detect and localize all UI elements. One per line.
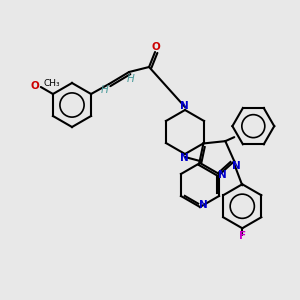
Text: O: O <box>30 81 39 91</box>
Text: N: N <box>180 101 188 111</box>
Text: N: N <box>218 170 226 180</box>
Text: N: N <box>232 161 241 171</box>
Text: N: N <box>180 153 188 163</box>
Text: H: H <box>101 85 109 95</box>
Text: H: H <box>127 74 135 84</box>
Text: N: N <box>199 200 207 210</box>
Text: F: F <box>239 231 246 241</box>
Text: CH₃: CH₃ <box>44 80 60 88</box>
Text: O: O <box>152 42 161 52</box>
